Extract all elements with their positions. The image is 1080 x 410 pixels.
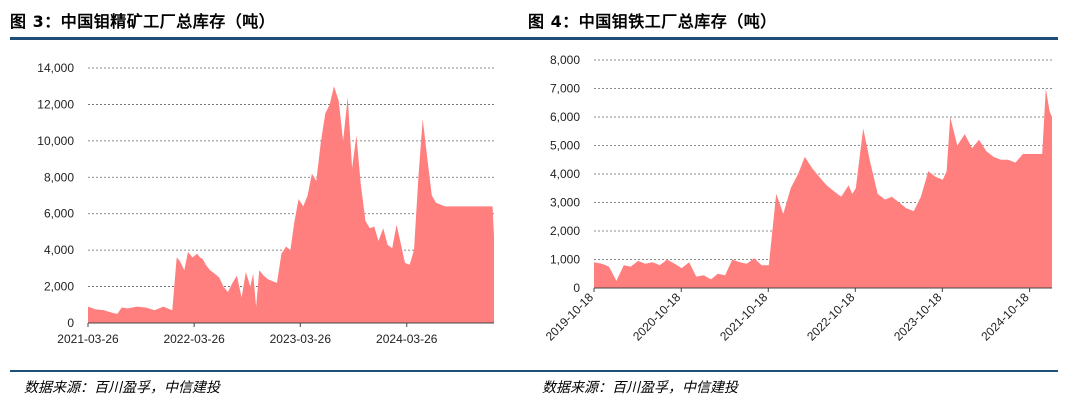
y-tick-label: 8,000 [44, 170, 74, 184]
y-tick-label: 3,000 [550, 196, 580, 210]
y-tick-label: 2,000 [550, 224, 580, 238]
inventory-area-series [88, 86, 494, 323]
x-tick-label: 2021-03-26 [57, 332, 119, 346]
title-divider [10, 37, 540, 40]
x-tick-label: 2023-03-26 [270, 332, 332, 346]
y-tick-label: 8,000 [550, 53, 580, 67]
x-tick-label: 2022-10-18 [804, 290, 858, 344]
inventory-area-series [594, 88, 1052, 288]
x-tick-label: 2024-10-18 [978, 290, 1032, 344]
y-tick-label: 5,000 [550, 139, 580, 153]
y-tick-label: 0 [573, 281, 580, 295]
x-tick-label: 2021-10-18 [717, 290, 771, 344]
data-source: 数据来源：百川盈孚，中信建投 [24, 380, 220, 396]
y-tick-label: 1,000 [550, 253, 580, 267]
x-tick-label: 2022-03-26 [163, 332, 225, 346]
x-tick-label: 2020-10-18 [630, 290, 684, 344]
title-divider [528, 37, 1058, 40]
y-tick-label: 0 [67, 316, 74, 330]
inventory-area-chart: 0 2,000 4,000 6,000 8,000 10,000 12,000 14,000 2… [37, 61, 494, 346]
y-tick-label: 12,000 [37, 97, 74, 111]
y-tick-label: 14,000 [37, 61, 74, 75]
chart-title: 图 4：中国钼铁工厂总库存（吨） [528, 12, 777, 31]
y-tick-label: 6,000 [550, 110, 580, 124]
footer-divider [10, 370, 540, 372]
chart-panel-molybdenum-concentrate: 图 3：中国钼精矿工厂总库存（吨） 0 2,000 4,000 6,000 8,000 1… [10, 0, 540, 410]
x-tick-label: 2023-10-18 [891, 290, 945, 344]
chart-title: 图 3：中国钼精矿工厂总库存（吨） [10, 12, 276, 31]
x-tick-label: 2019-10-18 [543, 290, 597, 344]
y-tick-label: 2,000 [44, 280, 74, 294]
inventory-area-chart: 0 1,000 2,000 3,000 4,000 5,000 6,000 7,000 8,00… [543, 53, 1052, 344]
footer-divider [528, 370, 1058, 372]
y-tick-label: 4,000 [550, 167, 580, 181]
chart-panel-ferromolybdenum: 图 4：中国钼铁工厂总库存（吨） 0 1,000 2,000 3,000 4,000 5,… [528, 0, 1058, 410]
x-tick-label: 2024-03-26 [376, 332, 438, 346]
data-source: 数据来源：百川盈孚，中信建投 [542, 380, 738, 396]
y-tick-label: 7,000 [550, 82, 580, 96]
y-tick-label: 10,000 [37, 134, 74, 148]
y-tick-label: 6,000 [44, 207, 74, 221]
y-tick-label: 4,000 [44, 243, 74, 257]
